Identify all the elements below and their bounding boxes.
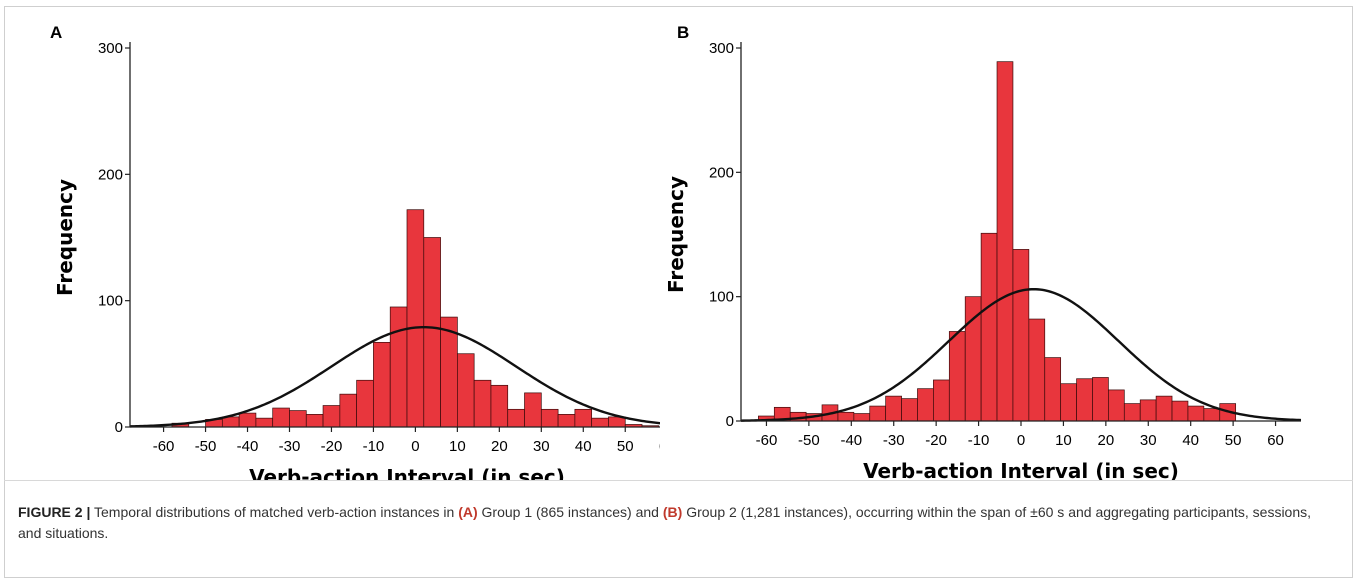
histogram-bar bbox=[305, 414, 324, 428]
histogram-bar bbox=[1012, 249, 1030, 422]
x-tick-label: 40 bbox=[1182, 432, 1199, 449]
histogram-bar bbox=[289, 410, 307, 428]
x-tick-label: 50 bbox=[1225, 432, 1242, 449]
figure-frame bbox=[4, 6, 1353, 578]
x-tick-label: -40 bbox=[237, 438, 259, 455]
histogram-bar bbox=[1028, 318, 1046, 422]
histogram-bar bbox=[389, 306, 408, 428]
histogram-bar bbox=[373, 342, 391, 428]
normal-curve bbox=[129, 325, 660, 428]
x-tick-label: 10 bbox=[1055, 432, 1072, 449]
x-tick-label: -60 bbox=[756, 432, 778, 449]
histogram-bar bbox=[885, 395, 902, 422]
x-tick-label: 0 bbox=[411, 438, 419, 455]
x-tick-label: 30 bbox=[533, 438, 550, 455]
x-tick-label: -40 bbox=[840, 432, 862, 449]
x-tick-label: -30 bbox=[279, 438, 301, 455]
y-tick-label: 0 bbox=[115, 419, 123, 436]
x-tick-label: 60 bbox=[659, 438, 660, 455]
x-tick-label: 0 bbox=[1017, 432, 1025, 449]
caption-panel-ref: (A) bbox=[458, 504, 478, 520]
x-tick-label: -20 bbox=[321, 438, 343, 455]
histogram-bar bbox=[507, 408, 525, 428]
histogram-bar bbox=[339, 393, 357, 428]
histogram-bar bbox=[1155, 395, 1173, 422]
caption-body: Temporal distributions of matched verb-a… bbox=[18, 504, 1311, 541]
figure-caption: FIGURE 2 | Temporal distributions of mat… bbox=[18, 502, 1338, 544]
histogram-bar bbox=[524, 392, 542, 428]
x-tick-label: 20 bbox=[491, 438, 508, 455]
histogram-bar bbox=[996, 61, 1014, 422]
y-tick-label: 0 bbox=[726, 413, 734, 430]
histogram-bar bbox=[356, 379, 374, 428]
y-tick-label: 100 bbox=[709, 289, 734, 306]
histogram-bar bbox=[457, 353, 475, 428]
histogram-bar bbox=[574, 408, 593, 428]
x-tick-label: -60 bbox=[153, 438, 175, 455]
x-tick-label: -10 bbox=[968, 432, 990, 449]
histogram-bar bbox=[1044, 357, 1062, 422]
histogram-panel-a: A 0 100 200 300 -60 -50 -40 -30 -20 -10 0 10 20 30 40 50… bbox=[50, 23, 660, 480]
histogram-bar bbox=[255, 417, 274, 428]
x-tick-label: -20 bbox=[925, 432, 947, 449]
histogram-bar bbox=[869, 405, 887, 422]
y-axis-title: Frequency bbox=[53, 179, 77, 296]
x-tick-label: -10 bbox=[363, 438, 385, 455]
x-axis-title: Verb-action Interval (in sec) bbox=[249, 465, 565, 480]
y-axis-title: Frequency bbox=[664, 176, 688, 293]
caption-divider bbox=[4, 480, 1353, 481]
histogram-panel-b: B 0 100 200 300 -60 -50 -40 -30 -20 -10 0 10 20 30 40 50… bbox=[664, 23, 1302, 480]
histogram-bar bbox=[591, 417, 609, 428]
histogram-bar bbox=[1076, 378, 1093, 422]
histogram-bar bbox=[933, 379, 950, 422]
caption-text: Temporal distributions of matched verb-a… bbox=[90, 504, 459, 520]
histogram-bar bbox=[1139, 399, 1157, 422]
y-tick-label: 100 bbox=[98, 293, 123, 310]
histogram-bar bbox=[853, 413, 871, 422]
caption-text: Group 1 (865 instances) and bbox=[477, 504, 663, 520]
panel-letter: B bbox=[677, 23, 689, 42]
histogram-bar bbox=[557, 414, 576, 428]
histogram-bar bbox=[322, 405, 341, 428]
y-tick-label: 200 bbox=[709, 164, 734, 181]
x-tick-label: -30 bbox=[883, 432, 905, 449]
histogram-bar bbox=[473, 379, 492, 428]
x-tick-label: -50 bbox=[195, 438, 217, 455]
y-tick-label: 300 bbox=[98, 40, 123, 57]
histogram-bar bbox=[901, 398, 918, 422]
histogram-bar bbox=[490, 384, 509, 428]
histogram-bar bbox=[406, 209, 425, 428]
x-tick-label: 10 bbox=[449, 438, 466, 455]
histogram-bar bbox=[540, 408, 559, 428]
histogram-bar bbox=[1187, 405, 1205, 422]
x-tick-label: 40 bbox=[575, 438, 592, 455]
histogram-bar bbox=[238, 412, 257, 428]
histogram-bar bbox=[948, 331, 966, 422]
histogram-bar bbox=[917, 388, 934, 422]
histogram-bar bbox=[1092, 377, 1109, 422]
histogram-bar bbox=[272, 407, 290, 428]
panel-letter: A bbox=[50, 23, 62, 42]
histogram-bar bbox=[1108, 389, 1125, 422]
histogram-bar bbox=[1060, 383, 1077, 422]
histogram-bar bbox=[1123, 403, 1141, 422]
x-tick-label: -50 bbox=[798, 432, 820, 449]
histogram-bar bbox=[837, 411, 855, 422]
x-tick-label: 60 bbox=[1267, 432, 1284, 449]
histogram-bar bbox=[423, 237, 441, 428]
histogram-bar bbox=[980, 232, 998, 422]
x-tick-label: 50 bbox=[617, 438, 634, 455]
caption-label: FIGURE 2 | bbox=[18, 504, 91, 520]
y-tick-label: 200 bbox=[98, 166, 123, 183]
x-tick-label: 20 bbox=[1098, 432, 1115, 449]
y-tick-label: 300 bbox=[709, 40, 734, 57]
normal-curve bbox=[740, 288, 1302, 422]
histogram-bar bbox=[1171, 400, 1189, 422]
caption-panel-ref: (B) bbox=[662, 504, 683, 520]
caption-text: Group 2 (1,281 instances), occurring wit… bbox=[18, 504, 1312, 541]
histogram-bar bbox=[1203, 408, 1221, 422]
x-tick-label: 30 bbox=[1140, 432, 1157, 449]
x-axis-title: Verb-action Interval (in sec) bbox=[863, 459, 1179, 480]
